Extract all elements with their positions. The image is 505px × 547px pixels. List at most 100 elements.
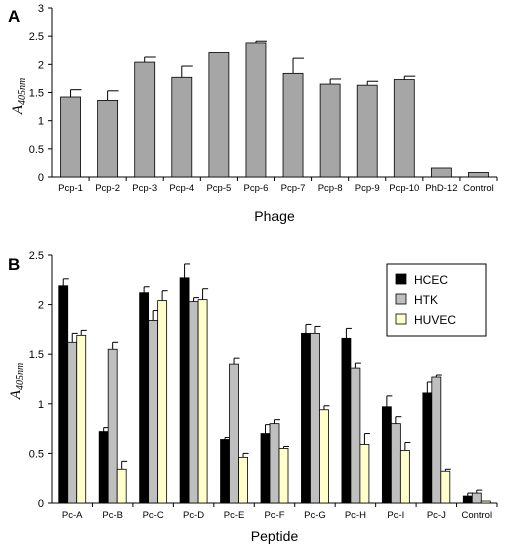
panel-label: A: [8, 7, 20, 26]
legend-swatch: [395, 273, 407, 285]
panel-a-bar-chart: A 0 0.5 1 1.5 2 2.5 3 Pcp-1 Pcp-2 Pcp-3 Pcp-4 Pcp-5 P…: [8, 3, 498, 224]
panel-label: B: [8, 255, 20, 274]
bar: [269, 423, 280, 504]
y-axis-label-subscript: 405nm: [17, 78, 28, 105]
y-tick-label: 1: [38, 116, 44, 128]
x-tick-label: Pcp-6: [244, 183, 269, 194]
y-tick-label: 2: [38, 59, 44, 71]
bar: [356, 84, 378, 178]
y-axis-label-subscript: 405nm: [15, 363, 26, 390]
bar: [359, 444, 370, 504]
y-tick-label: 1: [38, 399, 44, 411]
bar: [97, 99, 119, 178]
bar: [188, 301, 199, 504]
x-axis-label: Peptide: [251, 528, 299, 544]
x-tick-label: Control: [463, 183, 494, 194]
y-tick-label: 0: [38, 498, 44, 510]
bar: [171, 76, 193, 178]
y-tick-label: 2: [38, 300, 44, 312]
bar: [220, 439, 230, 504]
legend-label: HCEC: [414, 273, 448, 287]
bar: [319, 409, 329, 504]
x-tick-label: Pc-E: [224, 510, 245, 521]
legend-label: HTK: [414, 293, 438, 307]
x-tick-label: Pcp-1: [58, 183, 83, 194]
bar: [76, 334, 87, 504]
bar: [399, 450, 410, 504]
y-tick-label: 2.5: [29, 250, 44, 262]
bar: [60, 96, 81, 178]
x-tick-label: Pcp-9: [355, 183, 380, 194]
y-axis-label: A405nm: [8, 363, 26, 400]
x-tick-label: Pc-B: [102, 510, 123, 521]
x-tick-label: PhD-12: [425, 183, 457, 194]
bar: [468, 172, 489, 178]
y-tick-label: 0.5: [29, 448, 44, 460]
x-tick-label: Pcp-10: [389, 183, 419, 194]
x-axis-label: Phage: [254, 208, 295, 224]
x-tick-label: Pcp-5: [206, 183, 231, 194]
x-tick-label: Pc-F: [264, 510, 284, 521]
bar: [278, 448, 289, 504]
bar: [310, 332, 320, 504]
bar: [179, 277, 190, 504]
x-tick-label: Pcp-2: [95, 183, 120, 194]
bar: [440, 470, 451, 504]
x-tick-label: Pc-D: [183, 510, 204, 521]
y-tick-label: 0: [38, 172, 44, 184]
x-tick-label: Pc-I: [387, 510, 404, 521]
x-tick-label: Pcp-4: [169, 183, 194, 194]
y-axis-label-main: A: [8, 389, 24, 400]
y-axis-label: A405nm: [10, 78, 28, 115]
bar: [107, 348, 118, 504]
x-tick-label: Pcp-3: [132, 183, 157, 194]
bar: [98, 431, 109, 504]
legend-label: HUVEC: [414, 313, 456, 327]
x-tick-label: Pc-A: [62, 510, 83, 521]
x-tick-label: Pcp-7: [281, 183, 306, 194]
x-tick-label: Pcp-8: [318, 183, 343, 194]
bar: [208, 52, 230, 178]
bar: [301, 332, 311, 504]
y-tick-label: 1.5: [29, 88, 44, 100]
y-tick-label: 0.5: [29, 144, 44, 156]
bar: [471, 492, 482, 504]
bar: [430, 167, 452, 178]
bar: [393, 79, 415, 178]
legend-swatch: [395, 293, 407, 305]
bar: [260, 433, 271, 504]
bar: [139, 292, 150, 504]
x-tick-label: Pc-J: [427, 510, 446, 521]
panel-b-grouped-bar-chart: B 0 0.5 1 1.5 2 2.5 Pc-A Pc-B Pc-C Pc-D Pc-E Pc-F Pc-…: [8, 250, 498, 544]
bar: [197, 299, 208, 504]
bar: [238, 456, 248, 504]
x-tick-label: Pc-C: [143, 510, 164, 521]
bar: [116, 468, 127, 504]
bar: [134, 61, 156, 178]
bar: [462, 495, 473, 504]
bar: [350, 367, 361, 504]
legend-swatch: [395, 313, 407, 325]
x-tick-label: Pc-H: [345, 510, 366, 521]
bar: [422, 392, 433, 504]
bar: [67, 341, 78, 504]
bar: [245, 42, 267, 178]
y-tick-label: 2.5: [29, 31, 44, 43]
x-tick-label: Pc-G: [304, 510, 326, 521]
y-tick-label: 1.5: [29, 349, 44, 361]
bar: [480, 500, 491, 504]
x-tick-label: Control: [461, 510, 492, 521]
bar: [157, 300, 168, 504]
bar: [58, 285, 69, 504]
bar: [431, 376, 442, 504]
bar: [148, 320, 159, 504]
y-tick-label: 3: [38, 3, 44, 15]
bar: [390, 423, 401, 504]
bar: [319, 83, 341, 178]
y-axis-label-main: A: [10, 104, 26, 115]
bar: [381, 406, 392, 504]
bar: [229, 363, 239, 504]
bar: [282, 72, 304, 178]
bar: [341, 337, 352, 504]
